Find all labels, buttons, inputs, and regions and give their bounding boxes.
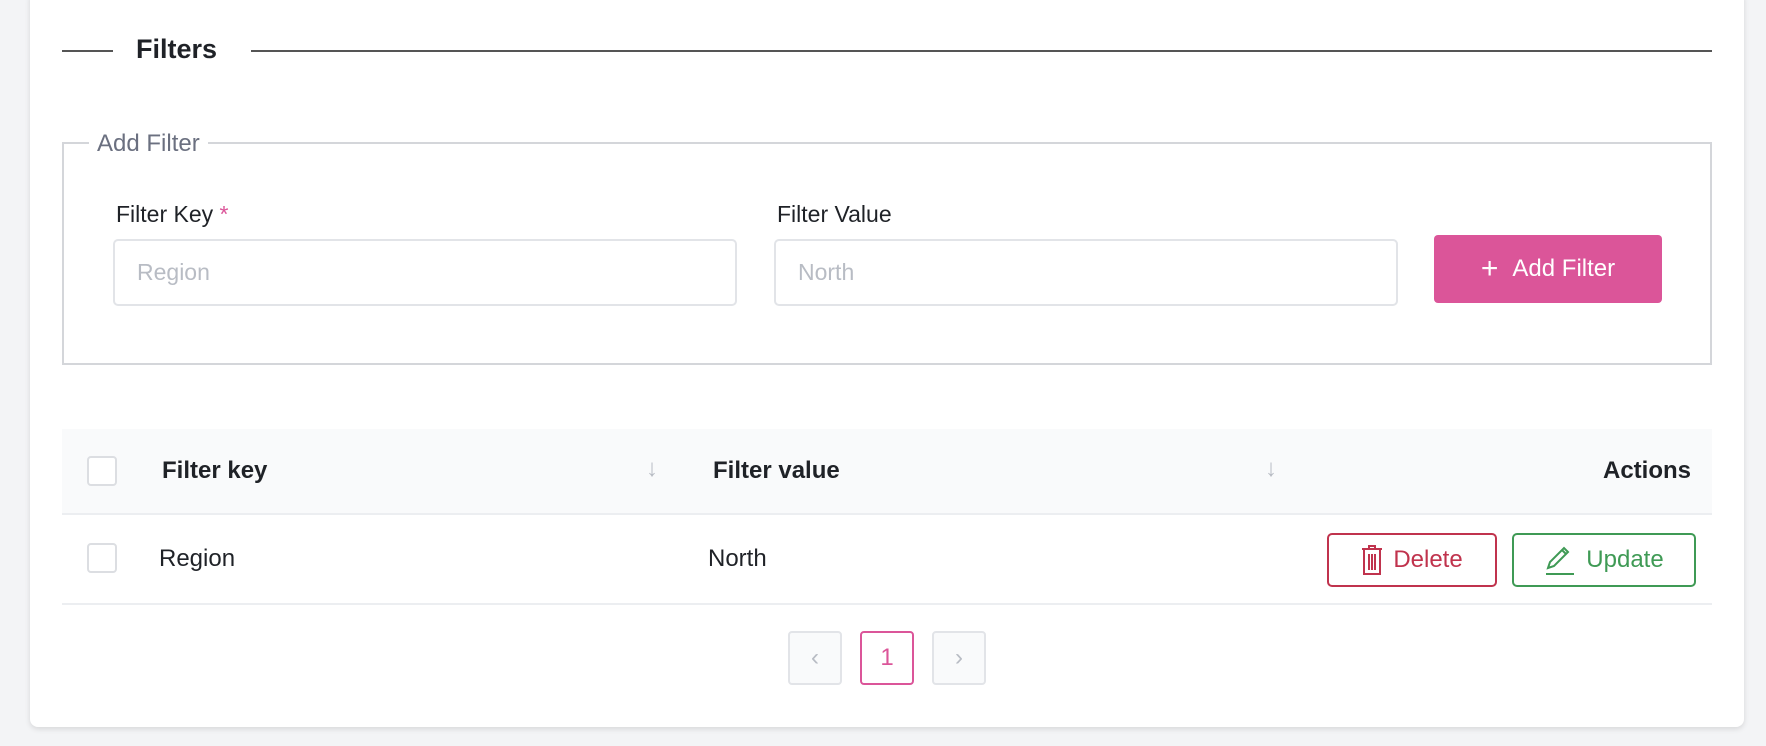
filter-value-label: Filter Value bbox=[777, 201, 892, 227]
column-filter-value[interactable]: Filter value bbox=[713, 457, 840, 484]
add-filter-button[interactable]: + Add Filter bbox=[1434, 235, 1662, 303]
cell-filter-value: North bbox=[708, 545, 767, 572]
required-mark: * bbox=[219, 201, 229, 227]
column-actions: Actions bbox=[1602, 457, 1691, 484]
pencil-icon bbox=[1546, 546, 1575, 575]
chevron-right-icon: › bbox=[955, 644, 963, 671]
update-button[interactable]: Update bbox=[1512, 533, 1696, 587]
filter-key-input[interactable]: Region bbox=[113, 239, 737, 306]
filter-value-input[interactable]: North bbox=[774, 239, 1398, 306]
add-filter-legend: Add Filter bbox=[89, 130, 208, 158]
sort-arrow-down-icon[interactable]: ↓ bbox=[646, 455, 658, 482]
trash-icon bbox=[1362, 545, 1383, 575]
cell-filter-key: Region bbox=[159, 545, 236, 572]
divider bbox=[251, 50, 1712, 52]
section-title: Filters bbox=[136, 34, 218, 64]
sort-arrow-down-icon[interactable]: ↓ bbox=[1265, 455, 1277, 482]
plus-icon: + bbox=[1480, 252, 1499, 285]
row-checkbox[interactable] bbox=[87, 543, 117, 573]
delete-button[interactable]: Delete bbox=[1327, 533, 1497, 587]
select-all-checkbox[interactable] bbox=[87, 456, 117, 486]
table-row: Region North Delete Update bbox=[62, 515, 1712, 605]
prev-page-button[interactable]: ‹ bbox=[788, 631, 842, 685]
chevron-left-icon: ‹ bbox=[811, 644, 819, 671]
divider bbox=[62, 50, 113, 52]
column-filter-key[interactable]: Filter key bbox=[162, 457, 268, 484]
next-page-button[interactable]: › bbox=[932, 631, 986, 685]
filter-key-label: Filter Key * bbox=[116, 201, 229, 227]
add-filter-fieldset bbox=[62, 142, 1712, 365]
page-1-button[interactable]: 1 bbox=[860, 631, 914, 685]
table-header: Filter key ↓ Filter value ↓ Actions bbox=[62, 429, 1712, 515]
